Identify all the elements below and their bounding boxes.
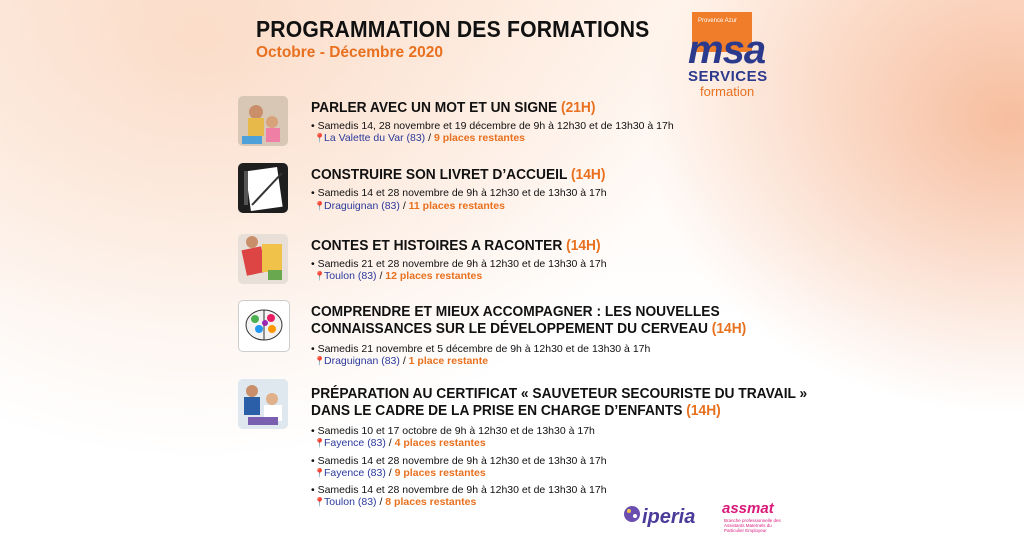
session-location: 📍Fayence (83) / 4 places restantes [314, 437, 486, 449]
session-location: 📍La Valette du Var (83) / 9 places resta… [314, 132, 525, 144]
assmat-logo: assmat Branche professionnelle des Assis… [722, 500, 781, 533]
session-schedule: • Samedis 10 et 17 octobre de 9h à 12h30… [311, 425, 595, 437]
session-schedule: • Samedis 14 et 28 novembre de 9h à 12h3… [311, 455, 607, 467]
logo-msa: msa [688, 28, 766, 72]
page-subtitle: Octobre - Décembre 2020 [256, 44, 443, 61]
session-location: 📍Toulon (83) / 8 places restantes [314, 496, 477, 508]
logo-tag: Provence Azur [698, 18, 738, 24]
map-pin-icon: 📍 [314, 438, 326, 448]
iperia-mark-icon [624, 506, 640, 522]
formation-title-line2: DANS LE CADRE DE LA PRISE EN CHARGE D’EN… [311, 403, 721, 419]
formation-title-line1: PRÉPARATION AU CERTIFICAT « SAUVETEUR SE… [311, 386, 808, 402]
session-schedule: • Samedis 21 novembre et 5 décembre de 9… [311, 343, 651, 355]
page-title: PROGRAMMATION DES FORMATIONS [256, 16, 650, 42]
formation-title: PARLER AVEC UN MOT ET UN SIGNE (21H) [311, 100, 596, 116]
formation-photo [238, 379, 288, 429]
session-location: 📍Fayence (83) / 9 places restantes [314, 467, 486, 479]
map-pin-icon: 📍 [314, 201, 326, 211]
map-pin-icon: 📍 [314, 133, 326, 143]
session-location: 📍Draguignan (83) / 1 place restante [314, 355, 489, 367]
formation-photo [238, 163, 288, 213]
map-pin-icon: 📍 [314, 271, 326, 281]
logo-formation: formation [700, 84, 755, 99]
map-pin-icon: 📍 [314, 468, 326, 478]
session-location: 📍Draguignan (83) / 11 places restantes [314, 200, 505, 212]
iperia-logo: iperia [618, 490, 708, 530]
formation-photo [238, 300, 290, 352]
session-schedule: • Samedis 21 et 28 novembre de 9h à 12h3… [311, 258, 607, 270]
map-pin-icon: 📍 [314, 497, 326, 507]
map-pin-icon: 📍 [314, 356, 326, 366]
logo-square [692, 12, 752, 52]
msa-services-logo: Provence Azur msa SERVICES formation [680, 12, 780, 100]
logo-services: SERVICES [688, 68, 768, 85]
formation-photo [238, 96, 288, 146]
formation-title: CONTES ET HISTOIRES A RACONTER (14H) [311, 238, 601, 254]
session-schedule: • Samedis 14 et 28 novembre de 9h à 12h3… [311, 187, 607, 199]
formation-title-line1: COMPRENDRE ET MIEUX ACCOMPAGNER : LES NO… [311, 304, 720, 320]
formation-photo [238, 234, 288, 284]
formation-title: CONSTRUIRE SON LIVRET D’ACCUEIL (14H) [311, 167, 606, 183]
session-schedule: • Samedis 14 et 28 novembre de 9h à 12h3… [311, 484, 607, 496]
session-location: 📍Toulon (83) / 12 places restantes [314, 270, 483, 282]
session-schedule: • Samedis 14, 28 novembre et 19 décembre… [311, 120, 674, 132]
formation-title-line2: CONNAISSANCES SUR LE DÉVELOPPEMENT DU CE… [311, 321, 747, 337]
